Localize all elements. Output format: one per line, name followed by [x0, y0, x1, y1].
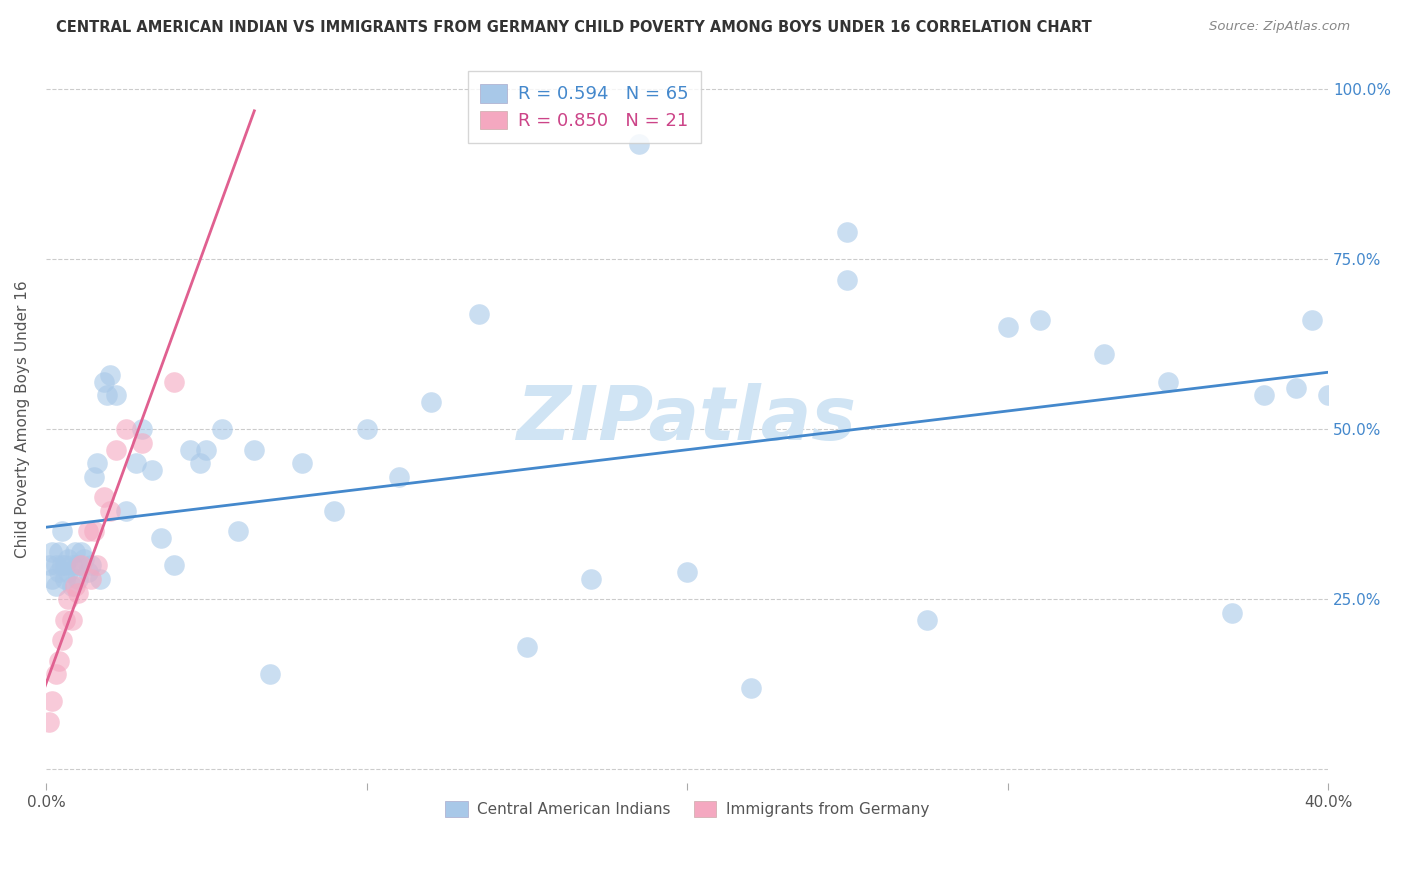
Point [70, 545, 93, 559]
Point [837, 225, 859, 239]
Point [63, 545, 86, 559]
Point [1253, 388, 1275, 402]
Point [60, 613, 83, 627]
Point [93, 375, 115, 389]
Point [45, 558, 67, 573]
Point [917, 613, 939, 627]
Point [150, 531, 173, 545]
Point [48, 654, 70, 668]
Y-axis label: Child Poverty Among Boys Under 16: Child Poverty Among Boys Under 16 [15, 280, 30, 558]
Point [76, 524, 98, 539]
Point [51, 558, 73, 573]
Point [105, 388, 128, 402]
Point [467, 307, 489, 321]
Point [86, 558, 108, 573]
Point [291, 456, 314, 470]
Point [131, 436, 153, 450]
Point [48, 565, 70, 579]
Point [83, 470, 105, 484]
Point [89, 572, 111, 586]
Point [51, 524, 73, 539]
Point [58, 592, 80, 607]
Point [58, 551, 80, 566]
Point [93, 491, 115, 505]
Point [38, 558, 60, 573]
Point [70, 558, 93, 573]
Point [83, 524, 105, 539]
Point [1285, 382, 1308, 396]
Point [60, 558, 83, 573]
Legend: Central American Indians, Immigrants from Germany: Central American Indians, Immigrants fro… [436, 792, 938, 826]
Point [76, 565, 98, 579]
Text: ZIPatlas: ZIPatlas [517, 383, 858, 456]
Point [80, 572, 103, 586]
Point [38, 714, 60, 729]
Point [66, 572, 89, 586]
Text: Source: ZipAtlas.com: Source: ZipAtlas.com [1209, 20, 1350, 33]
Point [98, 368, 121, 382]
Point [163, 375, 186, 389]
Point [53, 572, 76, 586]
Point [98, 504, 121, 518]
Point [323, 504, 346, 518]
Point [115, 422, 138, 436]
Point [188, 456, 211, 470]
Point [163, 558, 186, 573]
Point [45, 667, 67, 681]
Point [125, 456, 148, 470]
Point [80, 558, 103, 573]
Point [387, 470, 409, 484]
Point [66, 585, 89, 599]
Point [63, 579, 86, 593]
Point [48, 545, 70, 559]
Point [179, 442, 201, 457]
Point [1301, 313, 1323, 327]
Point [627, 136, 650, 151]
Point [195, 442, 218, 457]
Point [141, 463, 163, 477]
Point [105, 442, 128, 457]
Point [356, 422, 378, 436]
Point [1092, 347, 1115, 361]
Point [1317, 388, 1340, 402]
Point [837, 272, 859, 286]
Point [73, 551, 96, 566]
Point [41, 572, 63, 586]
Point [243, 442, 266, 457]
Point [676, 565, 699, 579]
Point [66, 558, 89, 573]
Point [53, 558, 76, 573]
Point [740, 681, 762, 695]
Point [579, 572, 602, 586]
Point [115, 504, 138, 518]
Point [259, 667, 281, 681]
Point [58, 565, 80, 579]
Point [41, 694, 63, 708]
Point [211, 422, 233, 436]
Point [1220, 606, 1243, 620]
Point [419, 395, 441, 409]
Point [997, 320, 1019, 334]
Point [1028, 313, 1050, 327]
Point [45, 579, 67, 593]
Point [226, 524, 249, 539]
Point [41, 545, 63, 559]
Point [131, 422, 153, 436]
Text: CENTRAL AMERICAN INDIAN VS IMMIGRANTS FROM GERMANY CHILD POVERTY AMONG BOYS UNDE: CENTRAL AMERICAN INDIAN VS IMMIGRANTS FR… [56, 20, 1092, 35]
Point [86, 456, 108, 470]
Point [96, 388, 118, 402]
Point [1157, 375, 1180, 389]
Point [516, 640, 538, 654]
Point [53, 613, 76, 627]
Point [60, 579, 83, 593]
Point [51, 633, 73, 648]
